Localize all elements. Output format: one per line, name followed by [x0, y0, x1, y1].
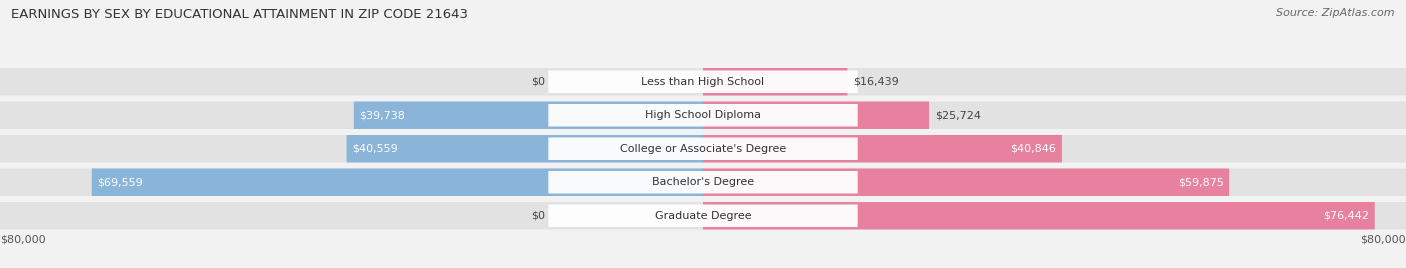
Text: $39,738: $39,738	[360, 110, 405, 120]
Text: $69,559: $69,559	[97, 177, 143, 187]
Text: $59,875: $59,875	[1178, 177, 1223, 187]
FancyBboxPatch shape	[548, 104, 858, 126]
Text: $25,724: $25,724	[935, 110, 980, 120]
Text: Bachelor's Degree: Bachelor's Degree	[652, 177, 754, 187]
FancyBboxPatch shape	[548, 171, 858, 193]
Text: College or Associate's Degree: College or Associate's Degree	[620, 144, 786, 154]
Text: Less than High School: Less than High School	[641, 77, 765, 87]
FancyBboxPatch shape	[703, 102, 929, 129]
Text: Source: ZipAtlas.com: Source: ZipAtlas.com	[1277, 8, 1395, 18]
FancyBboxPatch shape	[354, 102, 703, 129]
Text: High School Diploma: High School Diploma	[645, 110, 761, 120]
Text: $76,442: $76,442	[1323, 211, 1369, 221]
FancyBboxPatch shape	[703, 135, 1062, 162]
FancyBboxPatch shape	[548, 70, 858, 93]
FancyBboxPatch shape	[0, 169, 1406, 196]
Text: $40,846: $40,846	[1011, 144, 1056, 154]
FancyBboxPatch shape	[548, 204, 858, 227]
FancyBboxPatch shape	[91, 169, 703, 196]
FancyBboxPatch shape	[0, 68, 1406, 95]
Text: $16,439: $16,439	[853, 77, 898, 87]
FancyBboxPatch shape	[703, 169, 1229, 196]
FancyBboxPatch shape	[703, 202, 1375, 229]
FancyBboxPatch shape	[0, 135, 1406, 162]
FancyBboxPatch shape	[548, 137, 858, 160]
Text: EARNINGS BY SEX BY EDUCATIONAL ATTAINMENT IN ZIP CODE 21643: EARNINGS BY SEX BY EDUCATIONAL ATTAINMEN…	[11, 8, 468, 21]
Text: $0: $0	[531, 211, 546, 221]
Text: $80,000: $80,000	[0, 234, 45, 244]
Text: Graduate Degree: Graduate Degree	[655, 211, 751, 221]
FancyBboxPatch shape	[0, 202, 1406, 229]
FancyBboxPatch shape	[703, 68, 848, 95]
Text: $0: $0	[531, 77, 546, 87]
Legend: Male, Female: Male, Female	[644, 267, 762, 268]
Text: $40,559: $40,559	[353, 144, 398, 154]
FancyBboxPatch shape	[0, 102, 1406, 129]
Text: $80,000: $80,000	[1361, 234, 1406, 244]
FancyBboxPatch shape	[347, 135, 703, 162]
